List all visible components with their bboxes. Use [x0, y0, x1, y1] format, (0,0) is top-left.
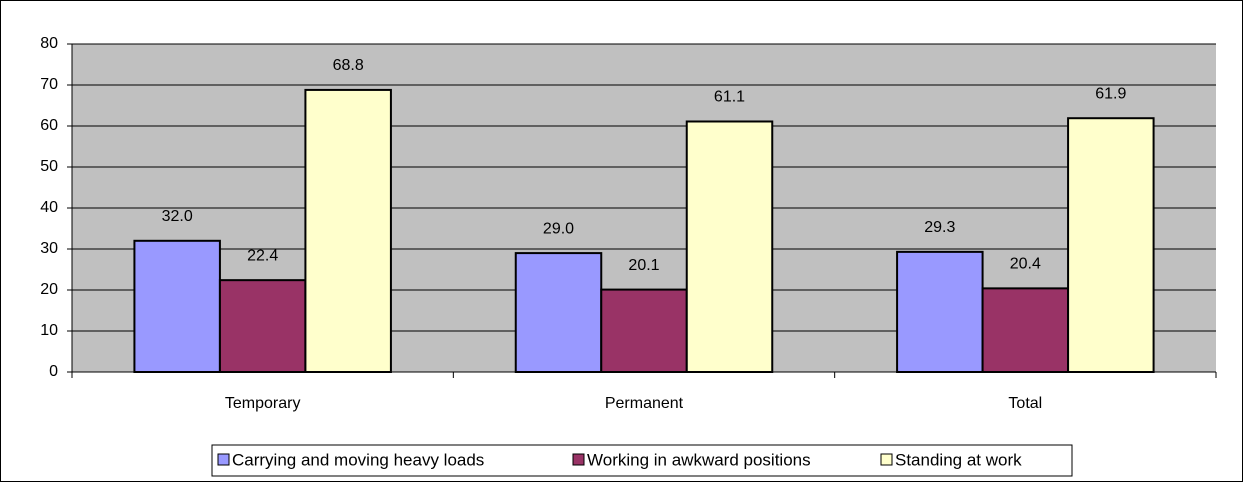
x-tick-label: Total	[1008, 395, 1042, 412]
bar	[896, 250, 984, 373]
x-tick-label: Permanent	[605, 395, 684, 412]
y-tick-label: 80	[40, 35, 58, 52]
value-label: 20.4	[1010, 256, 1041, 273]
y-tick-label: 20	[40, 281, 58, 298]
bar	[600, 288, 688, 373]
y-tick-label: 10	[40, 322, 58, 339]
legend-swatch	[572, 453, 585, 466]
value-label: 61.1	[714, 89, 745, 106]
legend-label: Carrying and moving heavy loads	[232, 450, 484, 469]
bar	[685, 120, 774, 373]
y-tick-label: 50	[40, 158, 58, 175]
y-tick-label: 30	[40, 240, 58, 257]
value-label: 22.4	[247, 247, 278, 264]
value-label: 29.0	[543, 220, 574, 237]
legend-swatch	[217, 453, 230, 466]
value-label: 20.1	[628, 257, 659, 274]
bar	[133, 239, 221, 373]
legend-label: Working in awkward positions	[587, 450, 811, 469]
bar	[981, 287, 1070, 373]
bar	[1067, 117, 1155, 373]
legend-label: Standing at work	[895, 450, 1022, 469]
bar	[218, 279, 307, 373]
y-tick-label: 70	[40, 76, 58, 93]
value-label: 29.3	[924, 219, 955, 236]
y-tick-label: 60	[40, 117, 58, 134]
bar	[304, 88, 392, 373]
legend-swatch	[880, 453, 893, 466]
x-tick-label: Temporary	[225, 395, 301, 412]
value-label: 68.8	[333, 57, 364, 74]
bar	[514, 252, 603, 374]
y-tick-label: 0	[49, 363, 58, 380]
legend-box	[211, 444, 1073, 477]
value-label: 32.0	[162, 208, 193, 225]
y-tick-label: 40	[40, 199, 58, 216]
value-label: 61.9	[1095, 85, 1126, 102]
